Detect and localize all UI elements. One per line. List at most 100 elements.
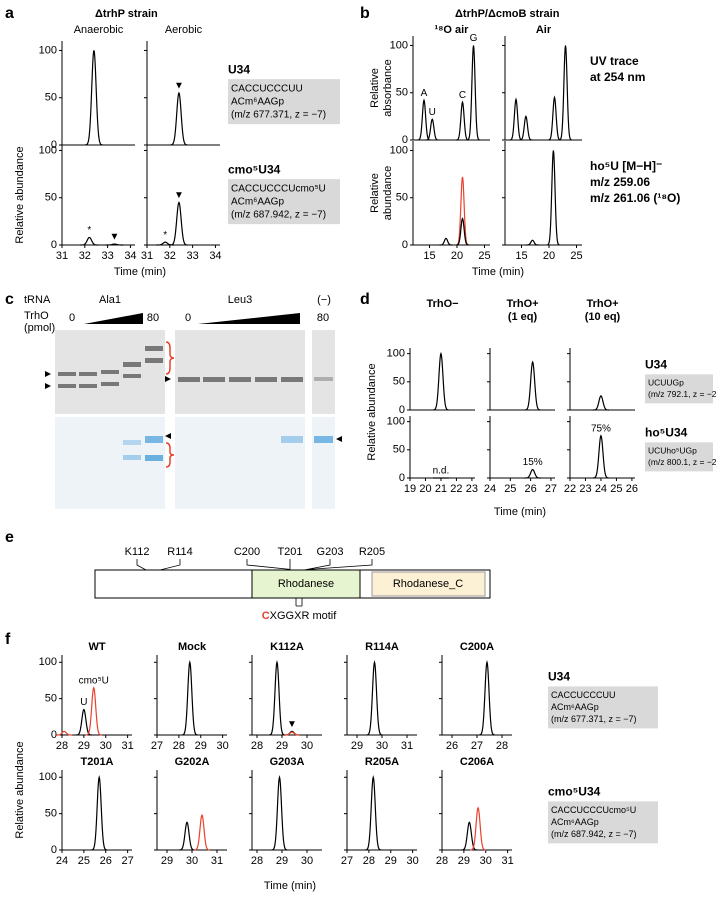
band (123, 362, 141, 367)
chart: 0 50 100 31 32 33 34 * ▼ (39, 141, 137, 262)
peak (548, 95, 561, 141)
x-tick-label: 26 (100, 855, 112, 867)
peak-label: ▼ (287, 719, 297, 730)
chart: WT 0 50 100 28 29 30 31 Ucmo⁵U (39, 641, 134, 752)
x-tick-label: 30 (186, 855, 198, 867)
column-title: TrhO+ (506, 298, 538, 310)
chart-title: C206A (460, 756, 494, 768)
band (123, 440, 141, 445)
peak (524, 468, 541, 479)
chart: 0 50 100 (39, 41, 135, 151)
band (145, 436, 163, 443)
peak-label: 15% (523, 457, 543, 468)
x-tick-label: 29 (276, 740, 288, 752)
column-title: Aerobic (165, 24, 203, 36)
gel-bands (58, 346, 333, 388)
chart-title: G202A (175, 756, 210, 768)
peak (456, 217, 469, 246)
x-tick-label: 20 (451, 250, 463, 262)
band (145, 358, 163, 363)
peak (271, 775, 288, 851)
info-text: (m/z 792.1, z = −2) (648, 389, 716, 399)
x-tick-label: 29 (78, 740, 90, 752)
info-text: at 254 nm (590, 70, 645, 84)
info-box (228, 79, 340, 125)
chart: 15 20 25 (502, 141, 583, 262)
x-tick-label: 28 (173, 740, 185, 752)
peak-label: cmo⁵U (79, 675, 109, 686)
y-tick-label: 100 (390, 144, 408, 156)
info-text: UCUUGp (648, 377, 684, 387)
x-tick-label: 25 (78, 855, 90, 867)
x-tick-label: 25 (504, 483, 516, 495)
peak (85, 686, 102, 736)
x-tick-label: 32 (79, 250, 91, 262)
x-tick-label: 31 (211, 855, 223, 867)
arrowhead (165, 433, 171, 439)
row-label: U34 (548, 670, 570, 684)
info-box (228, 179, 340, 225)
peak (470, 806, 487, 851)
x-tick-label: 15 (423, 250, 435, 262)
gel-image (55, 417, 165, 509)
peak-label: U (80, 697, 87, 708)
x-tick-label: 22 (564, 483, 576, 495)
chart (502, 36, 582, 141)
peak (170, 91, 188, 146)
chart: ▼ (144, 41, 220, 146)
y-tick-label: 0 (51, 239, 57, 251)
x-tick-label: 31 (122, 740, 134, 752)
x-tick-label: 28 (436, 855, 448, 867)
info-text: m/z 261.06 (¹⁸O) (590, 191, 680, 205)
row-label: U34 (645, 358, 667, 372)
chart: 0 50 100 AU C G (390, 33, 490, 146)
x-tick-label: 28 (251, 740, 263, 752)
peak (432, 351, 449, 411)
y-axis-label: absorbance (382, 59, 394, 117)
info-text: m/z 259.06 (590, 175, 650, 189)
info-text: ACm⁶AAGp (551, 702, 599, 712)
panel-letter: e (5, 529, 14, 546)
x-tick-label: 34 (209, 250, 221, 262)
residue-leaders (136, 559, 373, 571)
info-box (645, 374, 713, 404)
band (145, 346, 163, 351)
peak (526, 239, 539, 246)
column-title: Air (536, 24, 552, 36)
amount-label: 80 (147, 312, 159, 324)
peak-label: C (459, 90, 466, 101)
y-tick-label: 50 (45, 808, 57, 820)
info-box (548, 686, 658, 729)
chart: G203A 28 29 30 (249, 756, 322, 867)
peak (559, 45, 572, 141)
info-text: ho⁵U [M−H]⁻ (590, 159, 662, 173)
x-tick-label: 30 (100, 740, 112, 752)
band (314, 436, 333, 443)
peak (181, 660, 198, 736)
peak (425, 118, 439, 141)
x-tick-label: 24 (56, 855, 68, 867)
x-tick-label: 28 (363, 855, 375, 867)
peak-label: A (421, 88, 428, 99)
peak (85, 50, 103, 146)
info-text: CACCUCCCUU (231, 83, 303, 94)
chart-title: K112A (270, 641, 304, 653)
x-tick-label: 31 (56, 250, 68, 262)
peak-label: 75% (591, 423, 611, 434)
peak-label: ▼ (110, 232, 120, 243)
y-tick-label: 50 (396, 87, 408, 99)
info-text: UV trace (590, 54, 639, 68)
x-tick-label: 15 (515, 250, 527, 262)
chart: K112A 28 29 30 ▼ (249, 641, 322, 752)
x-tick-label: 20 (543, 250, 555, 262)
chart: 0 50 100 (387, 348, 475, 416)
gel-image (175, 417, 305, 509)
column-title: Anaerobic (74, 24, 124, 36)
column-title: ¹⁸O air (435, 24, 470, 36)
peak-label: U (429, 107, 436, 118)
x-tick-label: 29 (195, 740, 207, 752)
y-tick-label: 50 (45, 693, 57, 705)
peak (439, 237, 453, 246)
panel-letter: f (5, 631, 11, 648)
chart-title: G203A (270, 756, 305, 768)
